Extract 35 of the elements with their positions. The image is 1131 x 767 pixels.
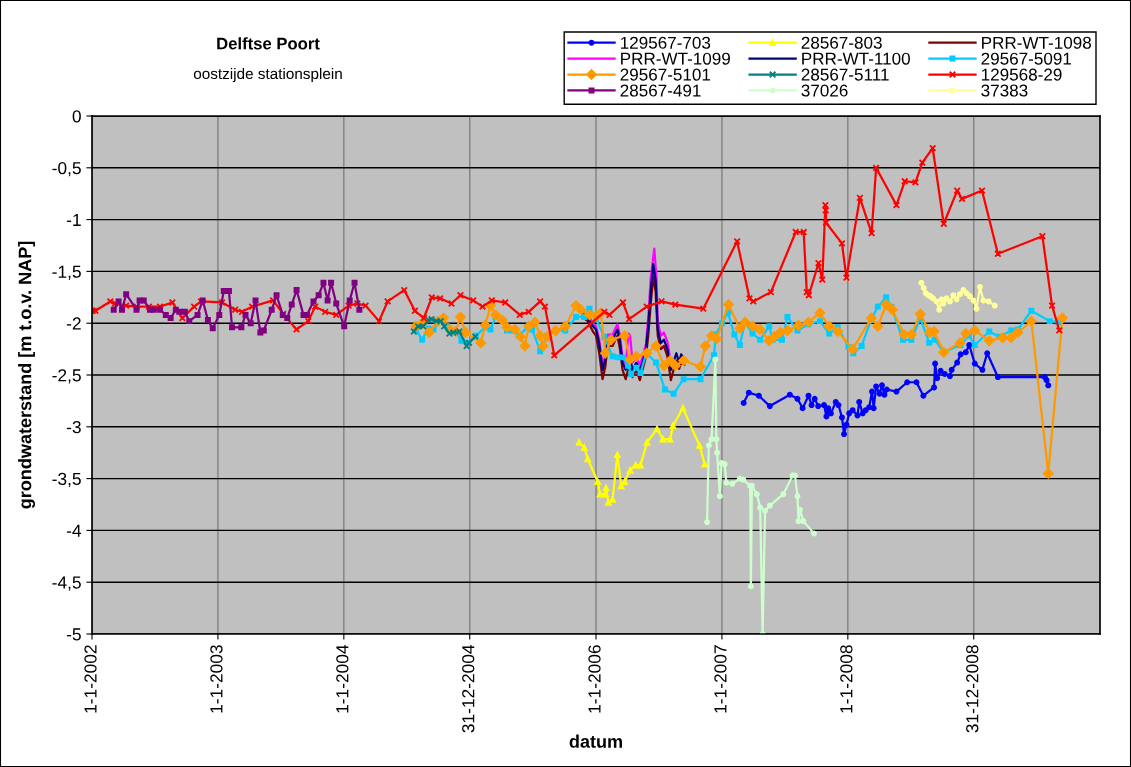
legend-label: 29567-5091: [981, 52, 1072, 65]
legend-label: 28567-491: [620, 84, 701, 97]
y-tick-label: -3,5: [52, 472, 81, 488]
legend-label: 28567-803: [801, 36, 882, 49]
y-tick-label: -4: [66, 524, 82, 537]
legend-label: 37026: [801, 84, 848, 97]
y-tick-label: -1,5: [52, 265, 81, 280]
legend-label: PRR-WT-1099: [621, 52, 730, 65]
x-tick-label: 1-1-2008: [840, 645, 853, 713]
legend-label: PRR-WT-1100: [802, 52, 910, 65]
x-tick-label: 1-1-2002: [84, 645, 97, 713]
legend-label: PRR-WT-1098: [982, 36, 1091, 49]
legend-label: 37383: [981, 84, 1028, 97]
chart-title: Delftse Poort: [217, 37, 320, 50]
chart-subtitle: oostzijde stationsplein: [193, 67, 342, 83]
y-tick-label: -2,5: [52, 369, 81, 384]
y-tick-label: -2: [66, 317, 81, 330]
x-tick-label: 1-1-2007: [714, 645, 727, 713]
y-tick-label: -5: [66, 628, 81, 641]
x-tick-label: 1-1-2006: [588, 645, 601, 713]
x-tick-label: 31-12-2008: [966, 645, 979, 733]
x-tick-label: 1-1-2003: [210, 645, 223, 713]
legend-label: 29567-5101: [620, 68, 711, 81]
y-tick-label: 0: [72, 110, 81, 123]
legend-label: 28567-5111: [801, 68, 889, 81]
y-tick-label: -3: [66, 420, 81, 434]
y-axis-title: grondwaterstand [m t.o.v. NAP]: [18, 241, 35, 509]
x-tick-label: 1-1-2004: [336, 644, 349, 713]
y-tick-label: -1: [66, 213, 81, 226]
y-tick-label: -4,5: [52, 576, 81, 591]
legend-label: 129568-29: [981, 68, 1062, 81]
x-tick-label: 31-12-2004: [462, 644, 475, 733]
y-tick-label: -0,5: [52, 161, 81, 177]
legend-label: 129567-703: [621, 36, 711, 49]
x-axis-title: datum: [569, 734, 622, 748]
